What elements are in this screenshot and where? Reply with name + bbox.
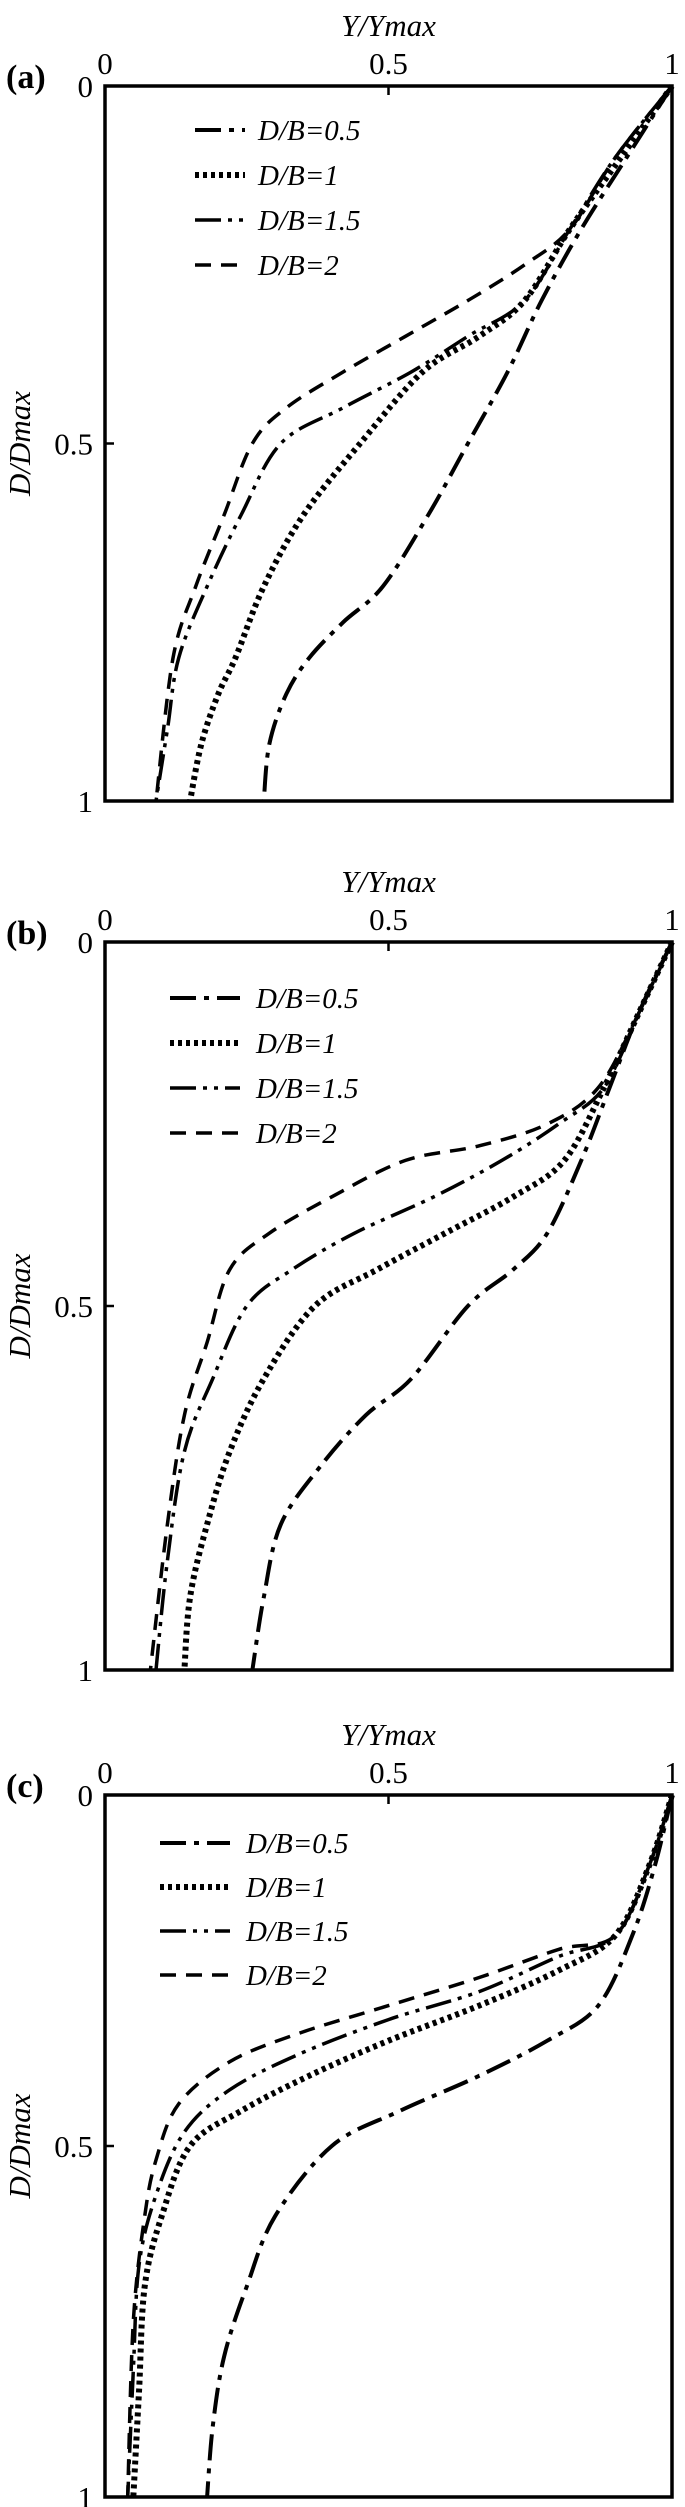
series-line-4 bbox=[148, 941, 674, 1671]
x-tick-label: 0 bbox=[97, 902, 113, 937]
y-tick-label: 0.5 bbox=[54, 427, 93, 462]
panel-label: (a) bbox=[6, 59, 46, 96]
legend-label-4: D/B=2 bbox=[245, 1960, 327, 1992]
y-axis-title: D/Dmax bbox=[2, 1253, 37, 1359]
legend-label-2: D/B=1 bbox=[257, 160, 339, 192]
legend: D/B=0.5 D/B=1 D/B=1.5 D/B=2 bbox=[195, 115, 361, 282]
legend-label-2: D/B=1 bbox=[255, 1028, 337, 1060]
y-tick-label: 0 bbox=[78, 69, 94, 104]
plot-frame bbox=[103, 1793, 674, 2499]
x-axis-title: Y/Ymax bbox=[341, 8, 436, 43]
series-line-4 bbox=[125, 1794, 674, 2498]
y-tick-label: 0 bbox=[78, 925, 94, 960]
y-axis-title: D/Dmax bbox=[2, 391, 37, 497]
legend: D/B=0.5 D/B=1 D/B=1.5 D/B=2 bbox=[170, 983, 359, 1150]
y-tick-label: 0.5 bbox=[54, 2129, 93, 2164]
y-tick-label: 0.5 bbox=[54, 1289, 93, 1324]
legend-label-3: D/B=1.5 bbox=[255, 1073, 359, 1105]
x-tick-label: 0.5 bbox=[369, 1755, 408, 1790]
legend: D/B=0.5 D/B=1 D/B=1.5 D/B=2 bbox=[160, 1828, 349, 1992]
y-tick-label: 0 bbox=[78, 1778, 94, 1813]
series-line-2 bbox=[181, 940, 675, 1671]
series-line-3 bbox=[154, 941, 674, 1671]
y-axis-title: D/Dmax bbox=[2, 2093, 37, 2199]
legend-label-4: D/B=2 bbox=[257, 250, 339, 282]
plot-frame bbox=[103, 940, 674, 1672]
x-axis-title: Y/Ymax bbox=[341, 864, 436, 899]
series-line-1 bbox=[261, 84, 674, 802]
x-tick-label: 1 bbox=[664, 902, 680, 937]
x-axis-title: Y/Ymax bbox=[341, 1717, 436, 1752]
series-line-1 bbox=[250, 941, 674, 1671]
x-tick-label: 1 bbox=[664, 46, 680, 81]
y-tick-label: 1 bbox=[78, 2480, 94, 2507]
series-line-4 bbox=[154, 84, 674, 802]
legend-label-4: D/B=2 bbox=[255, 1118, 337, 1150]
legend-label-1: D/B=0.5 bbox=[255, 983, 359, 1015]
plot-frame bbox=[103, 84, 674, 803]
legend-label-1: D/B=0.5 bbox=[257, 115, 361, 147]
series-line-2 bbox=[187, 84, 675, 802]
legend-label-1: D/B=0.5 bbox=[245, 1828, 349, 1860]
series-line-3 bbox=[125, 1794, 674, 2498]
x-tick-label: 0 bbox=[97, 1755, 113, 1790]
legend-label-2: D/B=1 bbox=[245, 1872, 327, 1904]
legend-label-3: D/B=1.5 bbox=[257, 205, 361, 237]
y-tick-label: 1 bbox=[78, 784, 94, 819]
series-line-2 bbox=[130, 1794, 675, 2498]
x-tick-label: 1 bbox=[664, 1755, 680, 1790]
legend-label-3: D/B=1.5 bbox=[245, 1916, 349, 1948]
x-tick-label: 0.5 bbox=[369, 46, 408, 81]
panel-label: (b) bbox=[6, 915, 48, 952]
panel-label: (c) bbox=[6, 1768, 44, 1805]
series-line-3 bbox=[154, 84, 674, 802]
series-line-1 bbox=[205, 1794, 674, 2498]
x-tick-label: 0 bbox=[97, 46, 113, 81]
x-tick-label: 0.5 bbox=[369, 902, 408, 937]
y-tick-label: 1 bbox=[78, 1653, 94, 1688]
